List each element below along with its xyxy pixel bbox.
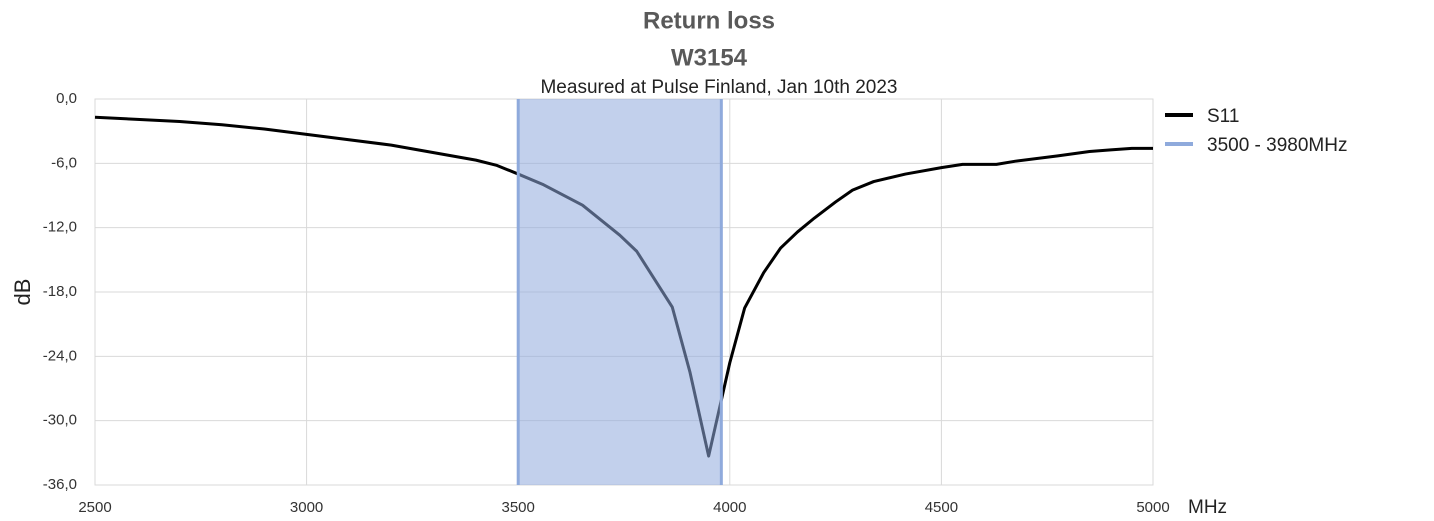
- band: [518, 99, 722, 485]
- y-tick-label: -36,0: [43, 476, 77, 493]
- x-tick-label: 4000: [713, 499, 746, 516]
- x-tick-label: 5000: [1136, 499, 1169, 516]
- y-tick-label: -30,0: [43, 412, 77, 429]
- y-tick-label: 0,0: [56, 90, 77, 107]
- y-tick-label: -24,0: [43, 347, 77, 364]
- legend-label: S11: [1207, 106, 1239, 127]
- x-tick-label: 2500: [78, 499, 111, 516]
- chart-subtitle: Measured at Pulse Finland, Jan 10th 2023: [540, 77, 897, 98]
- x-axis-label: MHz: [1188, 497, 1227, 518]
- chart-title: Return loss: [643, 7, 775, 34]
- y-tick-label: -6,0: [51, 154, 77, 171]
- y-axis-label: dB: [10, 279, 35, 306]
- x-tick-label: 4500: [925, 499, 958, 516]
- y-tick-label: -12,0: [43, 219, 77, 236]
- x-tick-label: 3500: [502, 499, 535, 516]
- x-tick-label: 3000: [290, 499, 323, 516]
- legend-label: 3500 - 3980MHz: [1207, 135, 1347, 156]
- y-tick-label: -18,0: [43, 283, 77, 300]
- chart-subtitle: W3154: [671, 44, 748, 71]
